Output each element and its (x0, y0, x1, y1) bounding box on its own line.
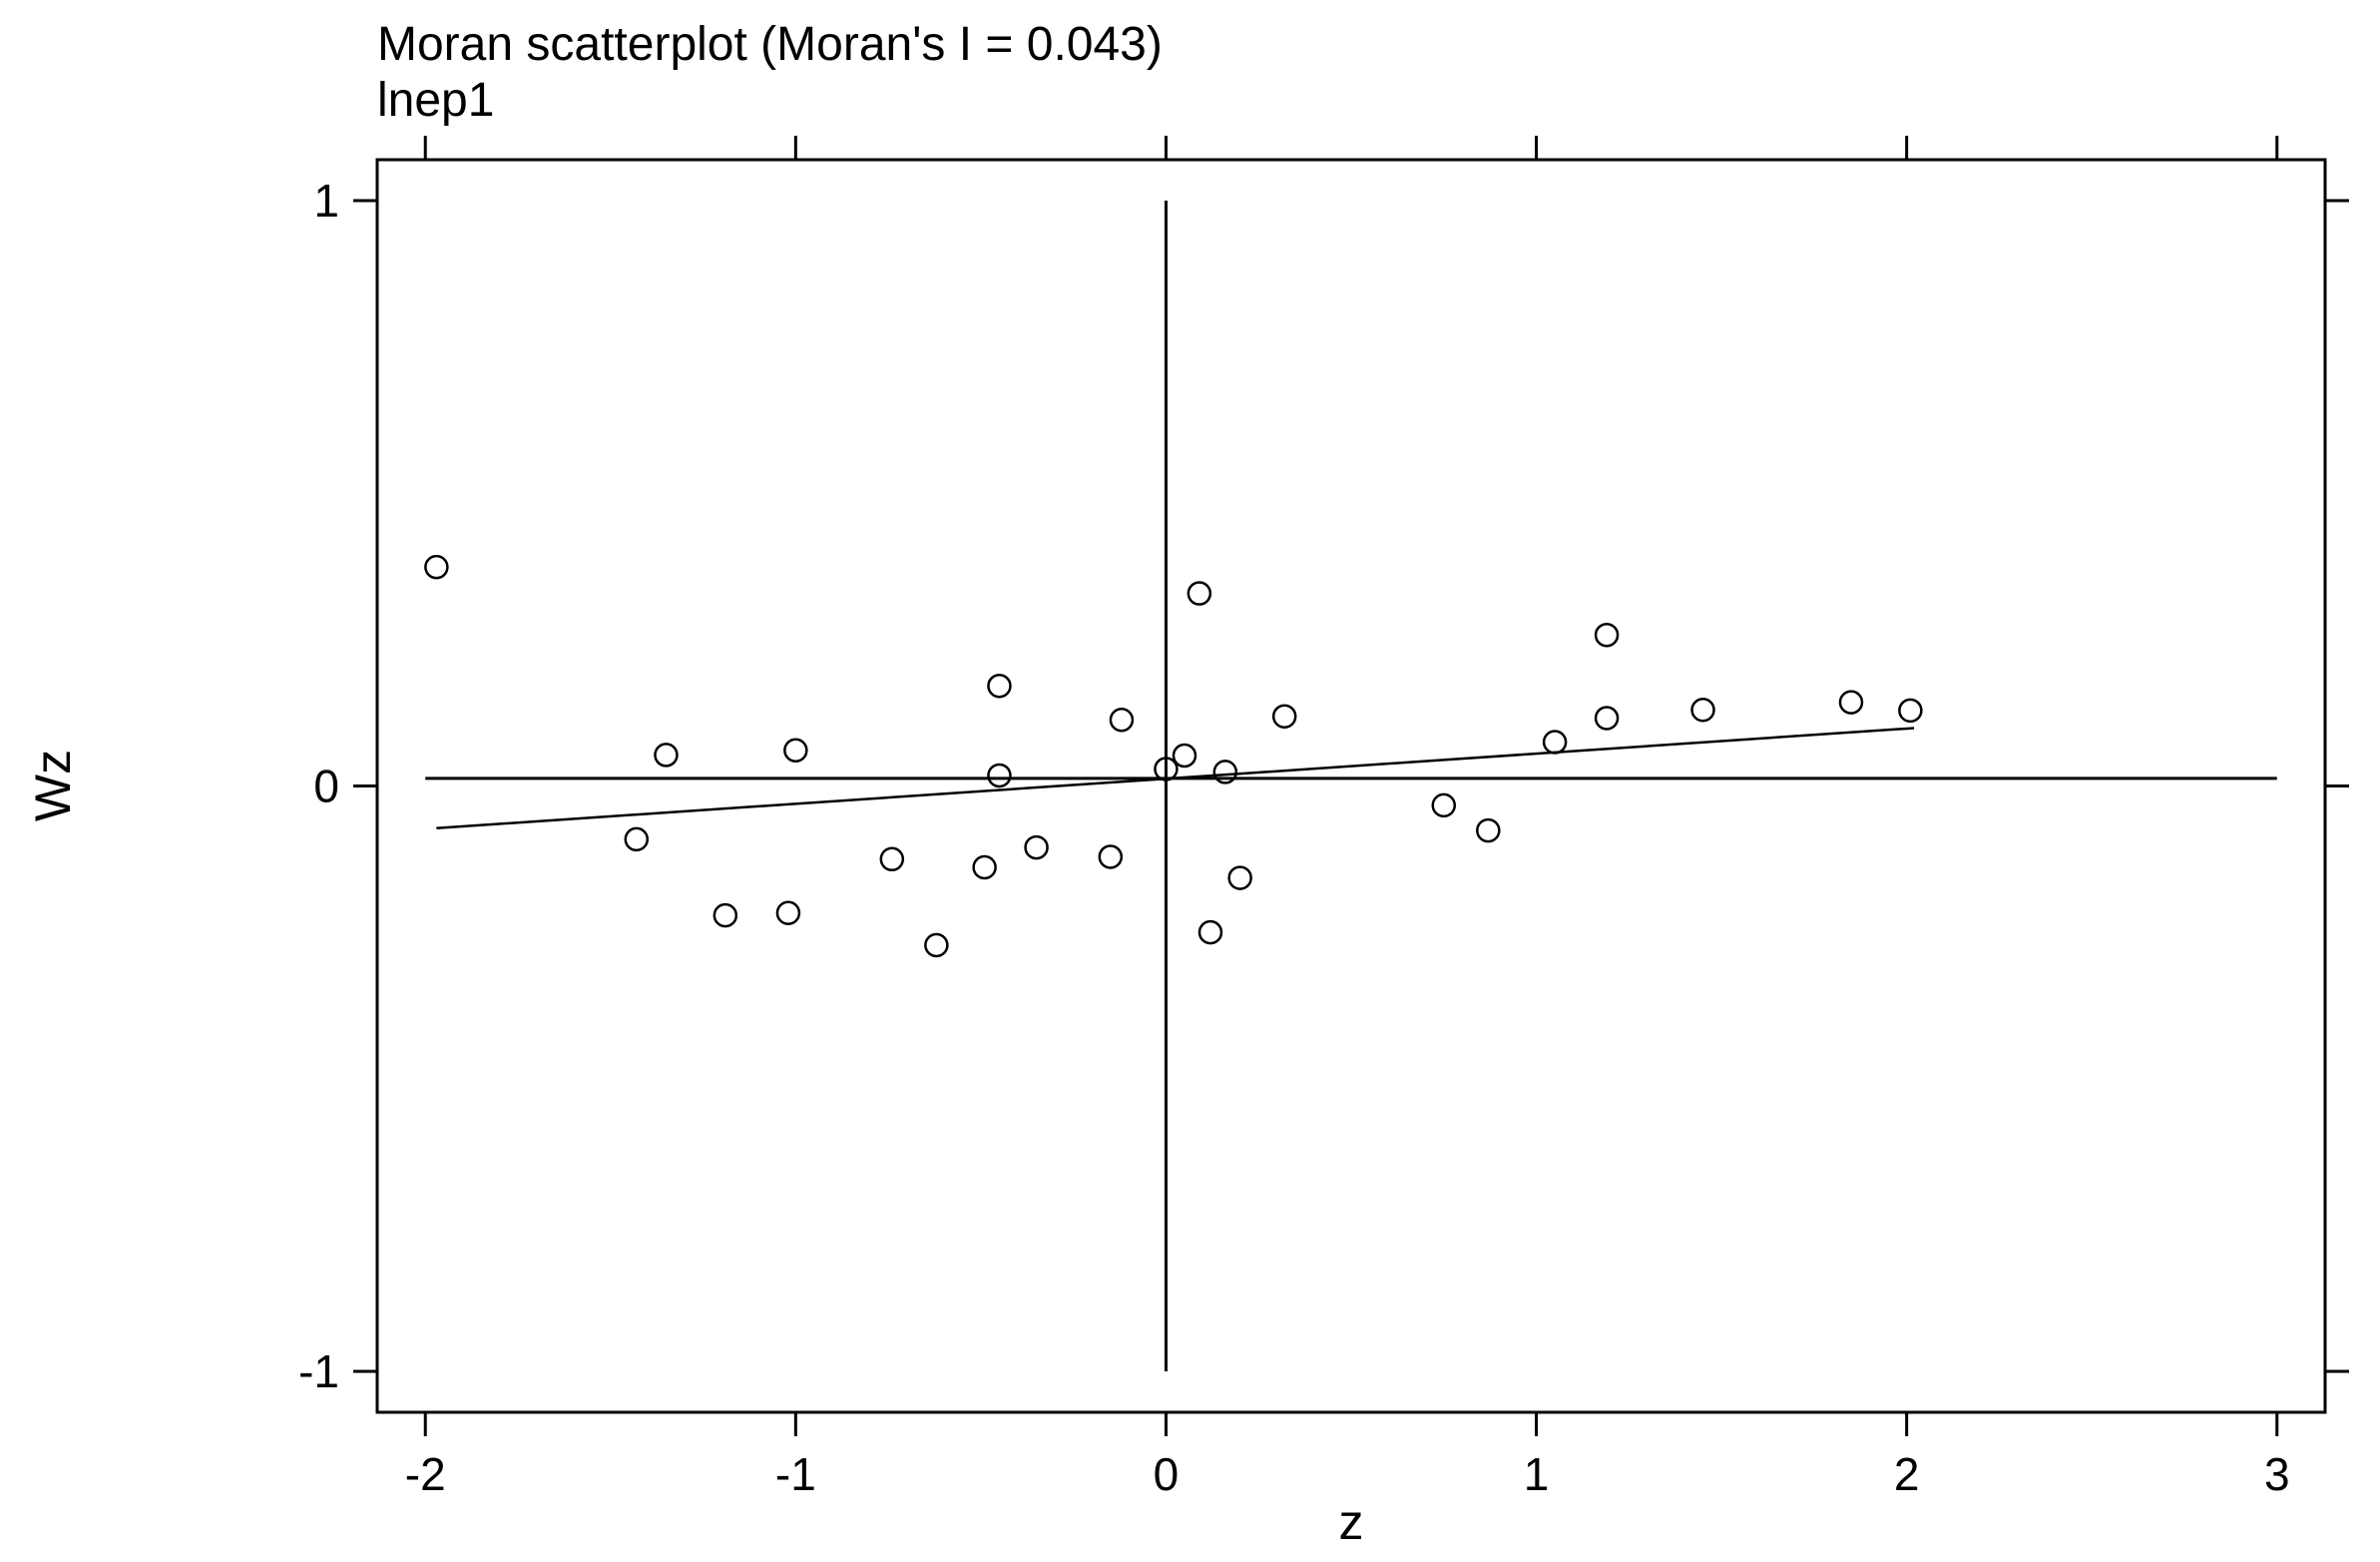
scatter-point (713, 902, 738, 928)
fit-line (436, 727, 1915, 829)
scatter-point (1271, 704, 1297, 729)
chart-subtitle: lnep1 (377, 74, 494, 127)
scatter-point (1542, 730, 1568, 755)
scatter-point (1431, 792, 1457, 818)
scatter-point (424, 554, 449, 580)
x-tick-label: -1 (775, 1448, 816, 1500)
scatter-point (1690, 698, 1715, 723)
scatter-point (1227, 865, 1252, 890)
scatter-point (783, 738, 808, 763)
scatter-point (775, 900, 801, 926)
scatter-point (1098, 844, 1124, 869)
x-axis-label: z (1339, 1494, 1364, 1550)
x-tick-label: -2 (405, 1448, 446, 1500)
scatter-point (1594, 706, 1620, 731)
scatter-point (1024, 834, 1049, 860)
scatter-point (987, 673, 1012, 699)
reference-lines (425, 201, 2277, 1371)
scatter-point (1197, 919, 1223, 945)
scatter-point (879, 846, 905, 872)
y-tick-label: 0 (313, 761, 339, 812)
y-tick-label: -1 (298, 1345, 339, 1397)
scatter-point (1898, 698, 1923, 724)
plot-frame (375, 158, 2327, 1414)
chart-title: Moran scatterplot (Moran's I = 0.043) (377, 18, 1163, 71)
scatter-point (1594, 622, 1620, 648)
scatter-point (1172, 743, 1197, 769)
scatter-point (1109, 707, 1135, 733)
scatter-point (1212, 760, 1238, 784)
scatter-point (1154, 757, 1179, 781)
scatter-point (924, 932, 949, 958)
x-tick-label: 0 (1154, 1448, 1180, 1500)
scatter-point (972, 854, 997, 880)
scatter-point (624, 826, 650, 852)
scatter-point (1838, 690, 1864, 715)
y-axis-ticks: -1 0 1 (298, 175, 2349, 1397)
scatter-point (1187, 581, 1212, 606)
y-tick-label: 1 (313, 175, 339, 227)
y-axis-label: Wz (25, 750, 81, 821)
x-tick-label: 2 (1894, 1448, 1920, 1500)
x-tick-label: 3 (2264, 1448, 2290, 1500)
x-axis-ticks: -2 -1 0 1 2 3 (405, 136, 2290, 1500)
scatter-point (654, 743, 679, 768)
scatter-point (987, 763, 1012, 788)
fit-line-layer (436, 727, 1915, 829)
points-layer (424, 554, 1923, 958)
x-tick-label: 1 (1524, 1448, 1550, 1500)
scatter-point (1476, 817, 1501, 843)
